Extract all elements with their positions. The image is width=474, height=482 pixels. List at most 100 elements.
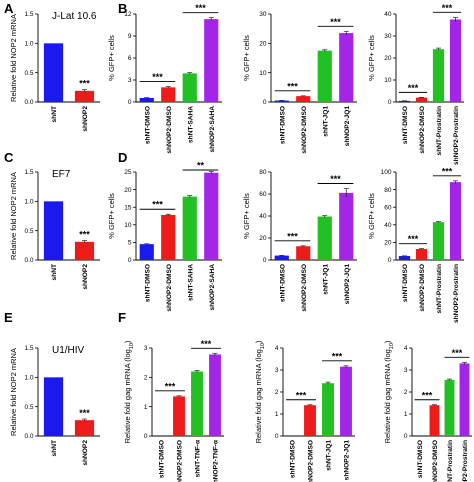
chart-f2-ylabel: Relative fold gag mRNA (log10)	[254, 340, 266, 443]
chart-f3-category-1: shNOP2-DMSO	[432, 440, 439, 482]
chart-f2-ylabel-sub: 10	[260, 343, 266, 349]
chart-d3-sig-label-0: ***	[408, 234, 419, 244]
chart-f1-bar-3	[209, 354, 221, 436]
chart-d3-ytick-label: 60	[384, 204, 392, 211]
chart-a1-category-1: shNOP2	[82, 106, 89, 132]
chart-d3-ytick-label: 80	[384, 187, 392, 194]
chart-d3-ytick-label: 20	[384, 240, 392, 247]
chart-b1-category-3: shNOP2-SAHA	[209, 106, 216, 153]
chart-e1-ytick-label: 0.0	[24, 433, 33, 440]
chart-f3-sig-label-0: ***	[422, 390, 433, 400]
chart-f3-category-0: shNT-DMSO	[417, 440, 424, 478]
panel-label-f: F	[118, 310, 126, 325]
chart-e1-ylabel: Relative fold NOP2 mRNA	[9, 348, 18, 436]
chart-b1-ytick-label: 6	[128, 55, 132, 62]
panel-label-d: D	[118, 150, 127, 165]
chart-d2-sig-label-0: ***	[287, 231, 298, 241]
chart-a1-bar-0	[43, 43, 64, 102]
chart-c1-ylabel: Relative fold NOP2 mRNA	[9, 172, 18, 260]
chart-f1-category-0: shNT-DMSO	[159, 440, 166, 478]
chart-f1-ylabel: Relative fold gag mRNA (log10)	[123, 340, 135, 443]
chart-f1-ylabel-main: Relative fold gag mRNA (log	[123, 349, 132, 443]
chart-d1-sig-label-1: **	[197, 161, 205, 171]
chart-b1: 0 3 6 9 12 % GFP+ cells shNT-DMSO shNOP2-DMSO sh…	[107, 3, 222, 154]
chart-d1-category-1: shNOP2-DMSO	[166, 264, 173, 312]
chart-e1-sig-label-0: ***	[79, 408, 90, 418]
chart-b2: 0 10 20 30 % GFP+ cells shNT-DMSO shNOP2-DMSO s…	[242, 11, 357, 154]
chart-b3: 0 10 20 30 40 % GFP+ cells shNT-DMSO shNOP2-DMS…	[367, 3, 464, 165]
chart-f2-ytick-label: 4	[275, 345, 279, 352]
chart-b2-ytick-label: 10	[259, 70, 267, 77]
chart-a1-sig-label-0: ***	[79, 79, 90, 89]
chart-b1-category-0: shNT-DMSO	[144, 106, 151, 144]
chart-e1-inset-label: U1/HIV	[52, 345, 85, 356]
chart-b1-bar-2	[182, 73, 197, 102]
chart-f2-sig-label-1: ***	[332, 351, 343, 361]
chart-f2-ytick-label: 1	[275, 411, 279, 418]
chart-e1-category-0: shNT	[51, 440, 58, 456]
chart-d2: 0 20 40 60 80 % GFP+ cells shNT-DMSO shNOP2-DMS…	[242, 169, 357, 312]
panel-label-e: E	[4, 310, 13, 325]
chart-b3-ylabel: % GFP+ cells	[367, 35, 376, 81]
chart-b2-ytick-label: 20	[259, 41, 267, 48]
chart-f2-ytick-label: 3	[275, 367, 279, 374]
chart-b3-ytick-label: 10	[384, 77, 392, 84]
chart-b3-bar-2	[432, 49, 445, 102]
chart-f1-category-2: shNT-TNF-α	[195, 440, 202, 477]
chart-f3-ytick-label: 2	[404, 389, 408, 396]
chart-f2-bar-3	[340, 366, 352, 436]
chart-b1-sig-label-1: ***	[195, 3, 206, 13]
chart-d2-bar-3	[339, 192, 354, 260]
chart-d1-ytick-label: 15	[124, 204, 132, 211]
chart-c1-category-1: shNOP2	[82, 264, 89, 290]
chart-d2-ytick-label: 0	[263, 257, 267, 264]
chart-b3-bar-1	[415, 97, 428, 102]
chart-d1-bar-0	[139, 244, 154, 260]
chart-d1: 0 5 10 15 20 25 % GFP+ cells shNT-DMSO shNOP2-DM…	[107, 161, 222, 312]
chart-d3-ytick-label: 0	[388, 257, 392, 264]
panel-label-b: B	[118, 1, 127, 16]
chart-a1-bar-1	[74, 90, 95, 102]
chart-d2-bar-1	[296, 246, 311, 260]
chart-a1-ytick-label: 1.0	[24, 41, 33, 48]
chart-c1-ytick-label: 1.0	[24, 199, 33, 206]
chart-d2-ytick-label: 40	[259, 213, 267, 220]
chart-c1-sig-label-0: ***	[79, 230, 90, 240]
chart-f2-category-2: shNT-JQ1	[326, 440, 333, 471]
chart-b2-category-0: shNT-DMSO	[279, 106, 286, 144]
panel-label-c: C	[4, 150, 14, 165]
chart-d1-category-2: shNT-SAHA	[187, 264, 194, 301]
chart-c1-ytick-label: 0.0	[24, 257, 33, 264]
chart-b3-sig-label-0: ***	[408, 83, 419, 93]
chart-c1-inset-label: EF7	[52, 169, 71, 180]
chart-d1-bar-1	[161, 214, 176, 260]
chart-d2-ylabel: % GFP+ cells	[242, 193, 251, 239]
chart-b3-ytick-label: 30	[384, 33, 392, 40]
chart-b3-category-3: shNOP2-Prostratin	[453, 106, 460, 165]
chart-b1-category-2: shNT-SAHA	[187, 106, 194, 143]
chart-e1-bar-0	[43, 377, 64, 436]
chart-f1-ytick-label: 0	[144, 433, 148, 440]
chart-d3-ytick-label: 40	[384, 222, 392, 229]
chart-b2-bar-0	[274, 100, 289, 102]
chart-f3-ytick-label: 1	[404, 411, 408, 418]
chart-f2-category-0: shNT-DMSO	[290, 440, 297, 478]
chart-f2-ytick-label: 2	[275, 389, 279, 396]
chart-f2-category-1: shNOP2-DMSO	[308, 440, 315, 482]
chart-a1: 0.0 0.5 1.0 1.5 Relative fold NOP2 mRNA J-Lat…	[9, 11, 100, 132]
chart-d1-ytick-label: 20	[124, 187, 132, 194]
chart-a1-ytick-label: 0.0	[24, 99, 33, 106]
chart-b1-sig-label-0: ***	[152, 72, 163, 82]
chart-d1-category-0: shNT-DMSO	[144, 264, 151, 302]
chart-b1-ytick-label: 9	[128, 33, 132, 40]
chart-f2-ylabel-close: )	[254, 340, 263, 343]
chart-d2-sig-label-1: ***	[330, 174, 341, 184]
chart-e1-bar-1	[74, 420, 95, 436]
chart-f1-bar-1	[173, 396, 185, 436]
chart-f3-ytick-label: 4	[404, 345, 408, 352]
chart-c1: 0.0 0.5 1.0 1.5 Relative fold NOP2 mRNA EF7 sh…	[9, 169, 100, 290]
chart-c1-bar-0	[43, 201, 64, 260]
chart-d3-ylabel: % GFP+ cells	[367, 193, 376, 239]
chart-d1-ytick-label: 5	[128, 240, 132, 247]
